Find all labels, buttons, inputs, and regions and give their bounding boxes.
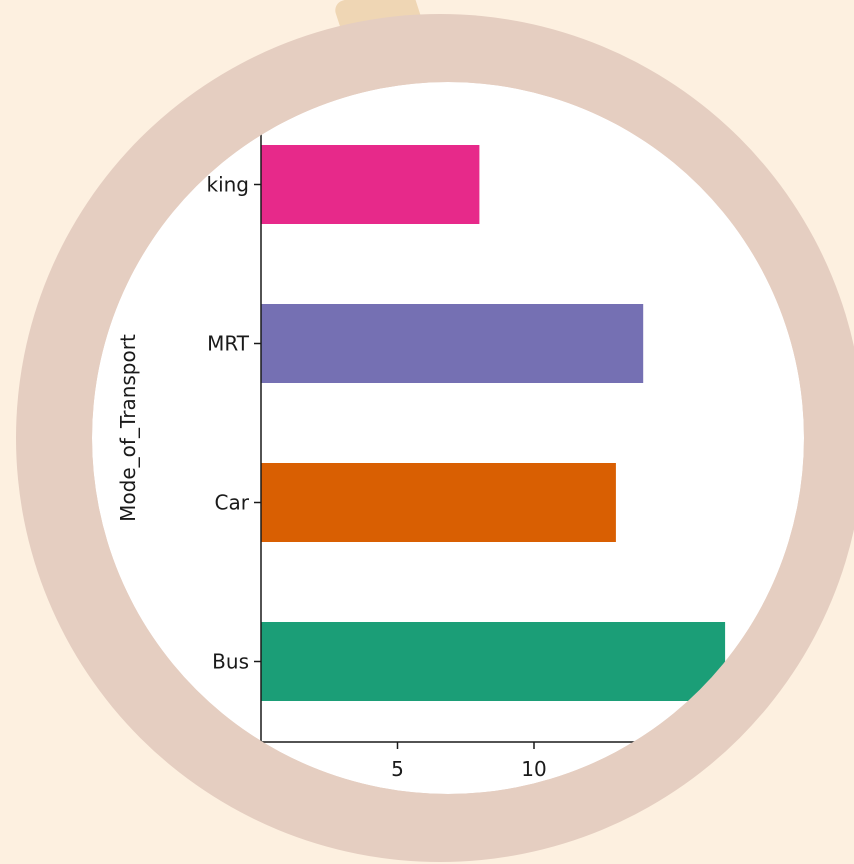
bar-king bbox=[261, 145, 480, 224]
bar-series bbox=[261, 145, 726, 701]
plot-window bbox=[92, 82, 804, 794]
y-tick-label: Car bbox=[215, 491, 250, 515]
bar-car bbox=[261, 463, 616, 542]
y-tick-label: MRT bbox=[207, 332, 250, 356]
y-axis-title: Mode_of_Transport bbox=[116, 334, 140, 522]
y-axis-ticks: Bus Car MRT king bbox=[206, 173, 261, 674]
x-tick-label: 10 bbox=[521, 757, 546, 781]
x-axis-ticks: 5 10 bbox=[391, 742, 547, 781]
y-tick-label: king bbox=[206, 173, 249, 197]
bar-bus bbox=[261, 622, 726, 701]
y-tick-label: Bus bbox=[212, 650, 249, 674]
bar-mrt bbox=[261, 304, 644, 383]
x-tick-label: 5 bbox=[391, 757, 404, 781]
